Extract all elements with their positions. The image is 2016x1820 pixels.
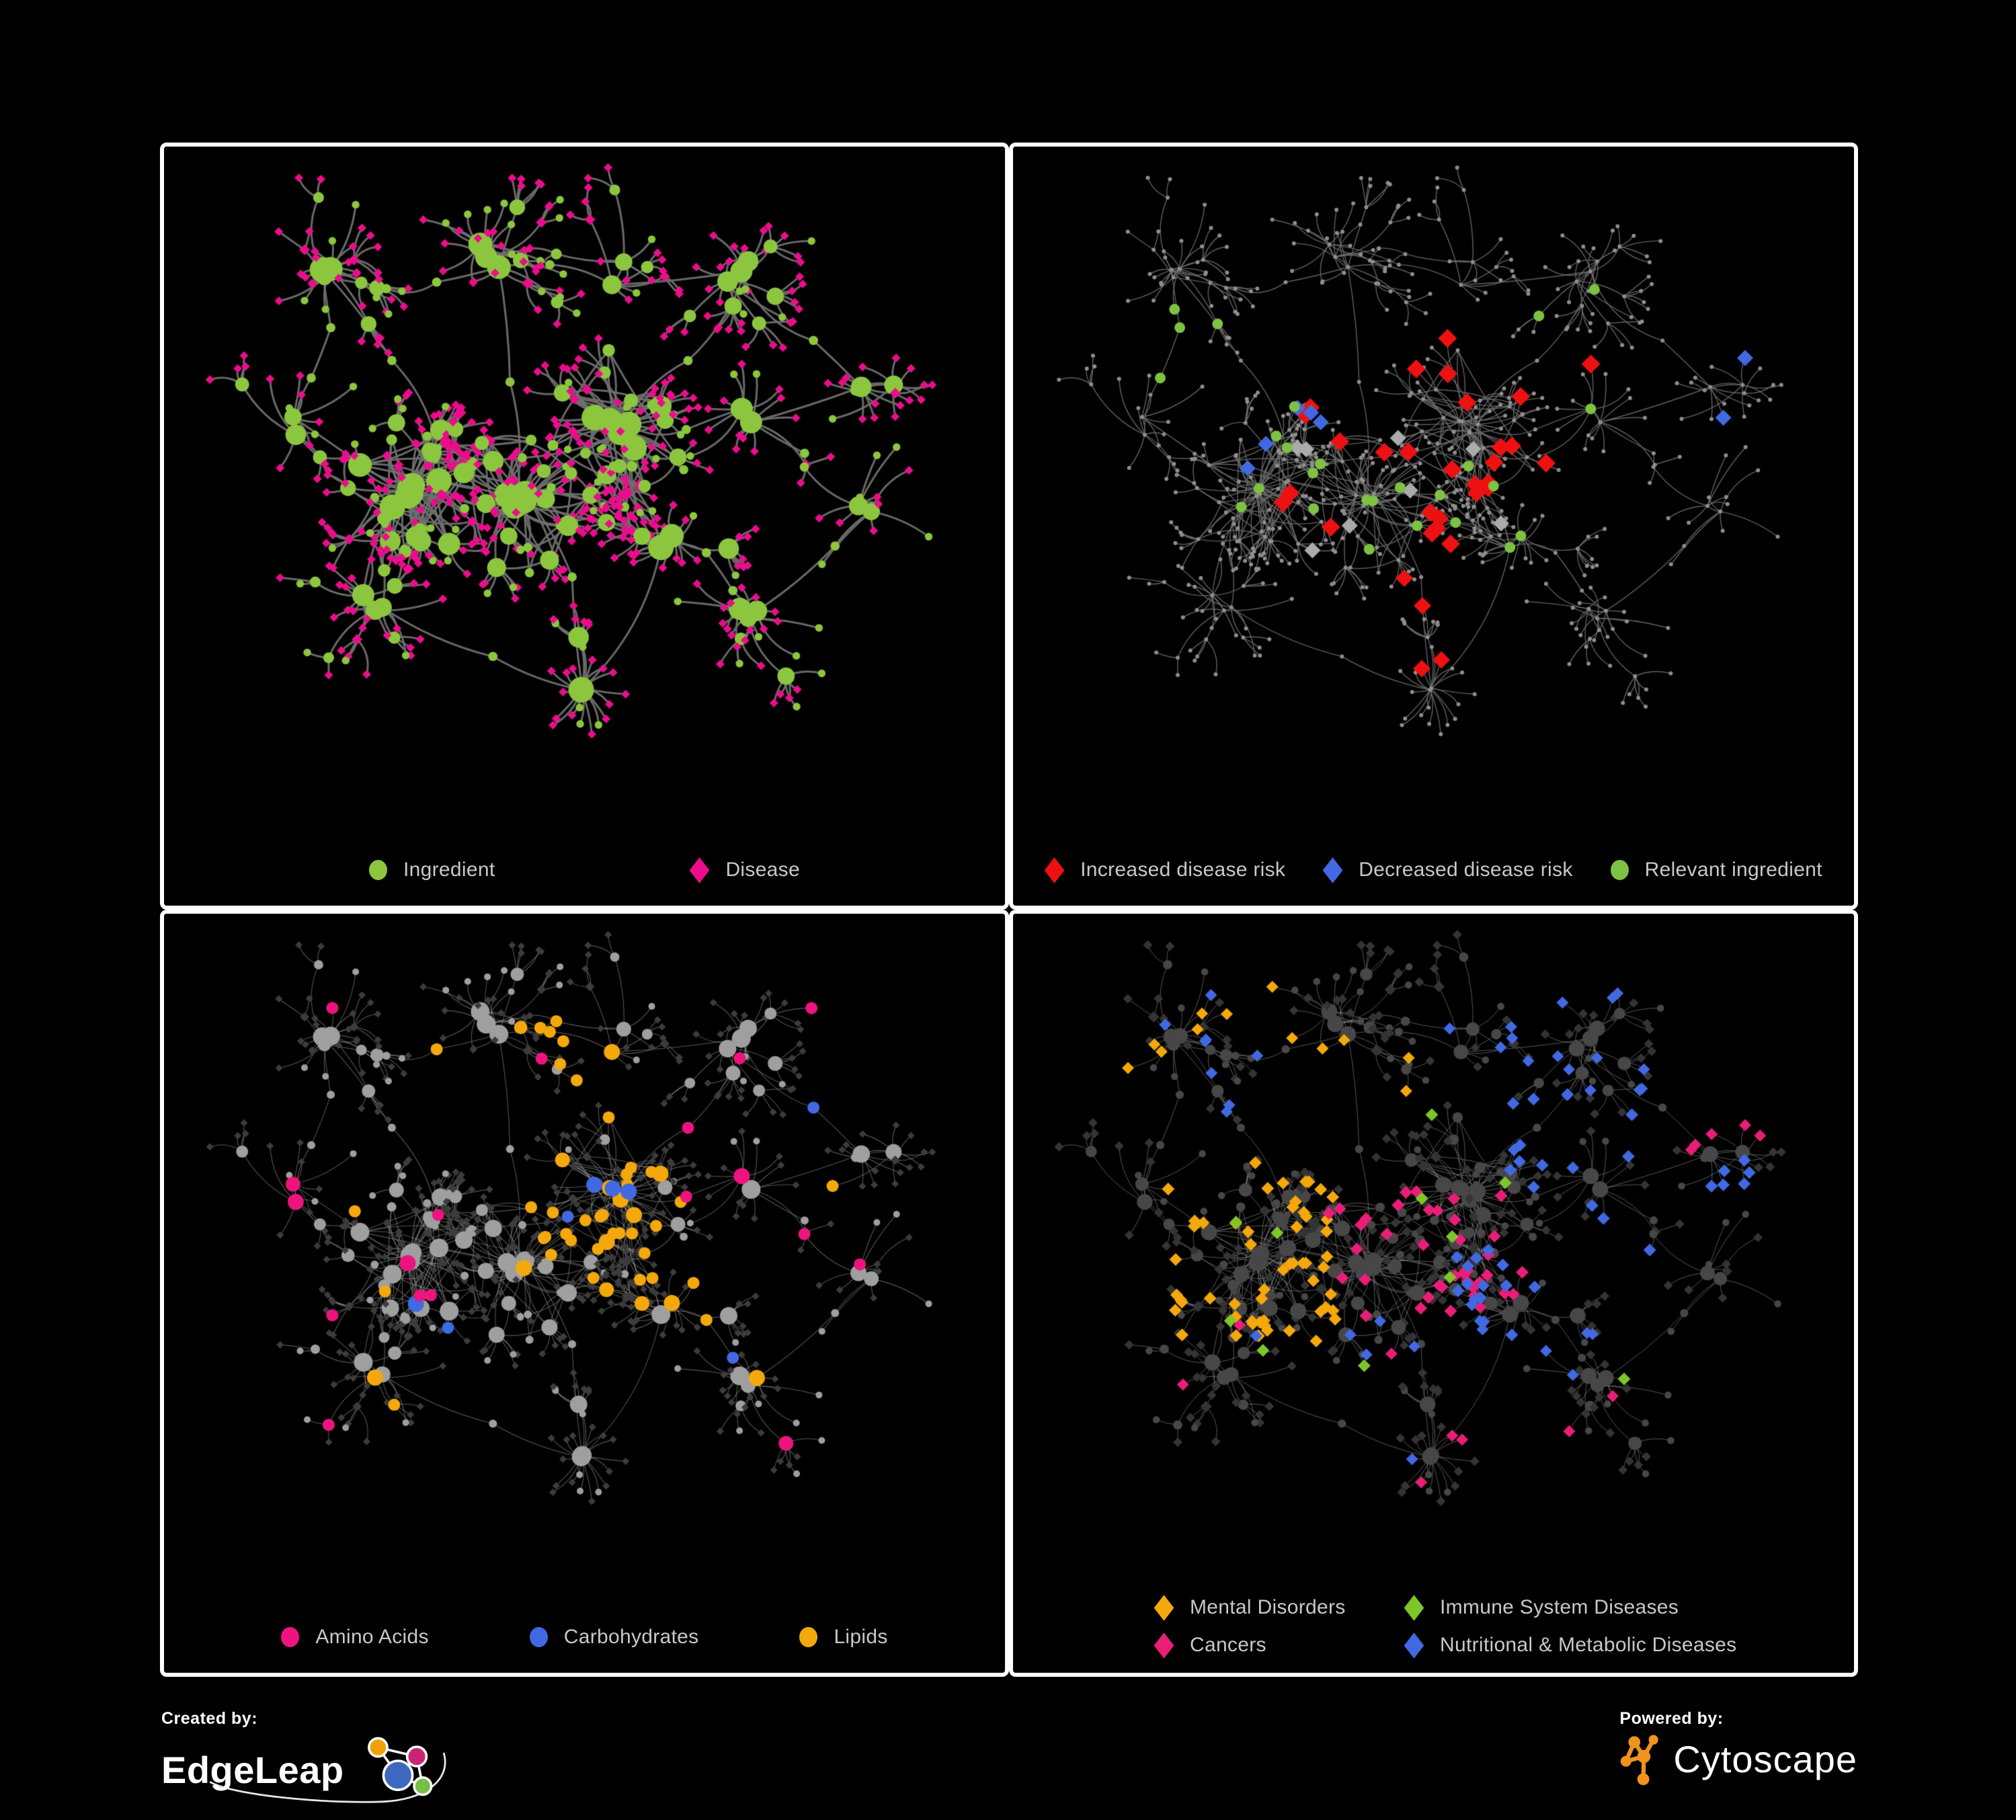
panel-nutrient-classes: Amino Acids Carbohydrates Lipids — [160, 910, 1009, 1677]
legend-nutrient-classes: Amino Acids Carbohydrates Lipids — [164, 1626, 1005, 1649]
decreased-risk-marker-icon — [1322, 857, 1343, 883]
legend-item: Relevant ingredient — [1610, 859, 1822, 881]
legend-label: Ingredient — [403, 859, 495, 881]
edgeleap-logo-icon — [208, 1737, 446, 1803]
legend-item: Nutritional & Metabolic Diseases — [1404, 1632, 1737, 1659]
network-canvas-disease-risk — [1013, 147, 1854, 906]
legend-label: Relevant ingredient — [1644, 859, 1822, 881]
powered-by-label: Powered by: — [1619, 1709, 1724, 1728]
panel-grid: Ingredient Disease Increased disease ris… — [160, 143, 1858, 1677]
legend-label: Decreased disease risk — [1359, 859, 1573, 881]
increased-risk-marker-icon — [1044, 857, 1065, 883]
legend-item: Ingredient — [369, 859, 495, 881]
legend-item: Increased disease risk — [1044, 857, 1286, 883]
panel-disease-classes: Mental Disorders Immune System Diseases … — [1009, 910, 1858, 1677]
panel-ingredient-disease: Ingredient Disease — [160, 143, 1009, 910]
amino-acids-marker-icon — [281, 1627, 300, 1647]
legend-item: Decreased disease risk — [1322, 857, 1573, 883]
legend-label: Disease — [725, 859, 800, 881]
cytoscape-logo-icon — [1621, 1735, 1659, 1786]
legend-item: Lipids — [799, 1626, 887, 1649]
legend-item: Amino Acids — [281, 1626, 428, 1649]
legend-ingredient-disease: Ingredient Disease — [164, 857, 1005, 883]
legend-item: Disease — [690, 857, 800, 883]
network-canvas-disease-classes — [1013, 914, 1854, 1673]
legend-label: Increased disease risk — [1080, 859, 1286, 881]
network-canvas-ingredient-disease — [164, 147, 1005, 906]
legend-label: Mental Disorders — [1190, 1596, 1346, 1618]
panel-disease-risk: Increased disease risk Decreased disease… — [1009, 143, 1858, 910]
legend-label: Amino Acids — [315, 1626, 429, 1648]
legend-label: Carbohydrates — [563, 1626, 699, 1648]
created-by-label: Created by: — [161, 1709, 258, 1728]
network-canvas-nutrient-classes — [164, 914, 1005, 1673]
edgeleap-wordmark: EdgeLeap — [161, 1749, 344, 1791]
edgeleap-brand-row: EdgeLeap — [161, 1730, 452, 1811]
powered-by-block: Powered by: Cytoscape — [1619, 1709, 1857, 1786]
relevant-ingredient-marker-icon — [1610, 860, 1629, 880]
lipids-marker-icon — [799, 1627, 818, 1647]
legend-item: Mental Disorders — [1154, 1594, 1404, 1621]
legend-disease-risk: Increased disease risk Decreased disease… — [1013, 857, 1854, 883]
created-by-block: Created by: EdgeLeap — [161, 1709, 452, 1811]
legend-item: Cancers — [1154, 1632, 1404, 1659]
immune-system-diseases-marker-icon — [1404, 1594, 1424, 1621]
nutritional-metabolic-diseases-marker-icon — [1404, 1632, 1424, 1659]
cancers-marker-icon — [1154, 1632, 1174, 1659]
mental-disorders-marker-icon — [1154, 1594, 1174, 1621]
legend-label: Cancers — [1190, 1634, 1266, 1656]
legend-label: Immune System Diseases — [1440, 1596, 1679, 1618]
legend-item: Carbohydrates — [529, 1626, 699, 1649]
cytoscape-brand-row: Cytoscape — [1619, 1733, 1857, 1786]
legend-item: Immune System Diseases — [1404, 1594, 1736, 1621]
carbohydrates-marker-icon — [529, 1627, 548, 1647]
ingredient-marker-icon — [369, 860, 388, 880]
cytoscape-wordmark: Cytoscape — [1673, 1738, 1857, 1780]
legend-disease-classes: Mental Disorders Immune System Diseases … — [1154, 1594, 1737, 1659]
legend-label: Nutritional & Metabolic Diseases — [1440, 1634, 1737, 1656]
legend-label: Lipids — [834, 1626, 888, 1648]
disease-marker-icon — [690, 857, 710, 883]
